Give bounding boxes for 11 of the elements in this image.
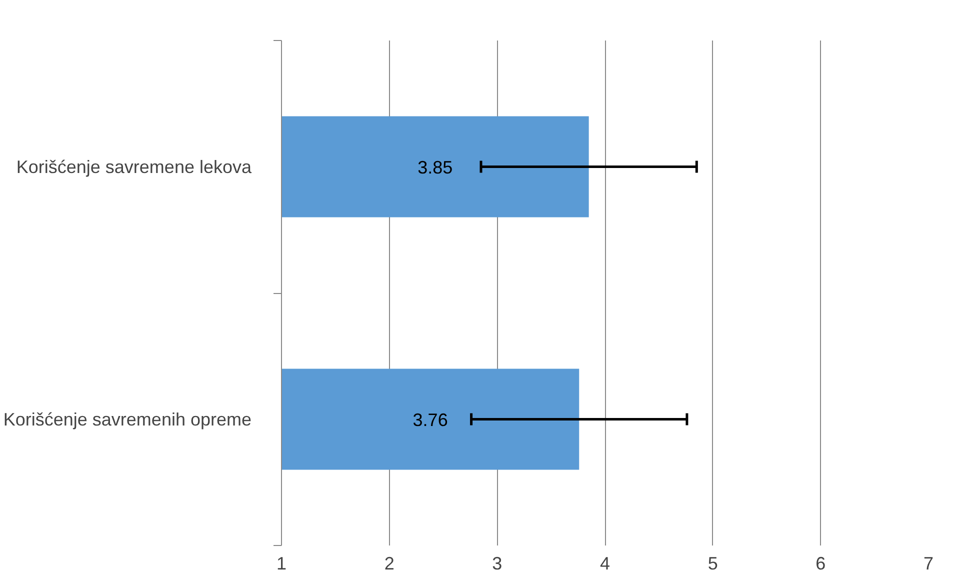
x-tick-label: 5 bbox=[708, 554, 718, 574]
y-tick-label: Korišćenje savremene lekova bbox=[16, 156, 252, 177]
x-tick-label: 1 bbox=[276, 554, 287, 574]
data-label: 3.76 bbox=[412, 410, 448, 430]
x-tick-label: 2 bbox=[384, 554, 394, 574]
x-tick-label: 6 bbox=[816, 554, 826, 574]
x-tick-label: 4 bbox=[600, 554, 610, 574]
data-label: 3.85 bbox=[418, 157, 453, 178]
y-tick-label: Korišćenje savremenih opreme bbox=[3, 409, 252, 430]
x-tick-label: 7 bbox=[923, 554, 934, 574]
x-tick-label: 3 bbox=[492, 554, 502, 574]
